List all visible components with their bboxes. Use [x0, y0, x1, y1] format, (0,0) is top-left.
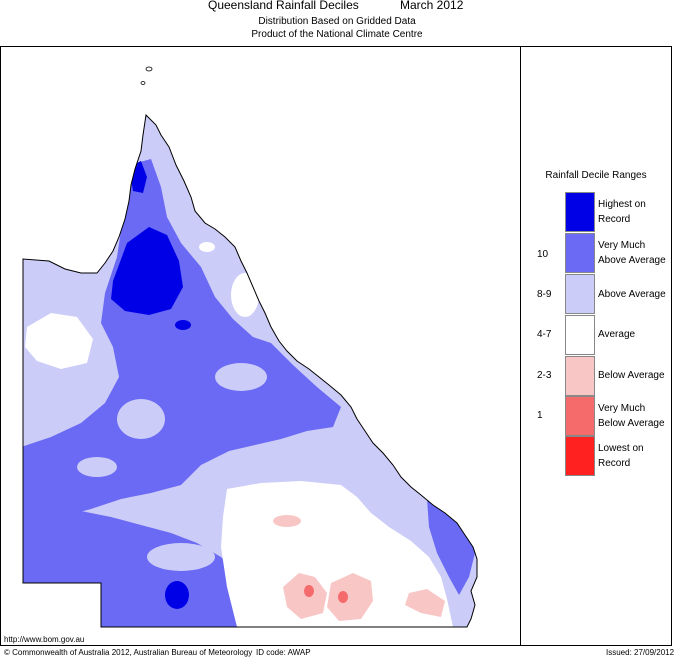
legend-range-above-average: 8-9: [537, 289, 552, 300]
map-title: Queensland Rainfall Deciles: [208, 0, 359, 12]
footer-id-code: ID code: AWAP: [256, 648, 311, 657]
map-period: March 2012: [400, 0, 464, 12]
legend-swatch-below-average: [565, 356, 595, 396]
legend-label-line: Very Much: [598, 403, 646, 414]
region-below-average-a: [283, 573, 327, 619]
legend-swatch-above-average: [565, 274, 595, 314]
queensland-map: [22, 66, 478, 628]
legend-label-line: Below Average: [598, 418, 665, 429]
legend-swatch-very-much-above-average: [565, 233, 595, 273]
footer-copyright: © Commonwealth of Australia 2012, Austra…: [4, 648, 253, 657]
region-above-average-pocket: [117, 399, 165, 439]
region-average-north: [231, 273, 259, 317]
legend-label-very-much-above-average: Very Much Above Average: [598, 238, 670, 268]
region-very-much-above-average-central: [23, 159, 341, 527]
legend-label-highest-on-record: Highest on Record: [598, 197, 670, 227]
legend-swatch-very-much-below-average: [565, 396, 595, 436]
legend-label-average: Average: [598, 329, 636, 340]
region-average-spot: [199, 242, 215, 252]
legend-range-very-much-above-average: 10: [537, 249, 549, 260]
island-shape: [145, 66, 153, 72]
legend-label-line: Lowest on: [598, 443, 644, 454]
region-very-much-above-average-east-coast: [427, 499, 475, 595]
region-average-west: [25, 313, 93, 369]
region-below-average-d: [273, 515, 301, 527]
legend-label-lowest-on-record: Lowest on Record: [598, 441, 670, 471]
legend-label-above-average: Above Average: [598, 289, 666, 300]
footer-url[interactable]: http://www.bom.gov.au: [4, 635, 85, 644]
region-above-average-pocket: [147, 543, 215, 571]
legend-range-below-average: 2-3: [537, 370, 552, 381]
legend-label-line: Above Average: [598, 255, 666, 266]
legend-label-very-much-below-average: Very Much Below Average: [598, 401, 670, 431]
region-highest-on-record-southwest: [165, 581, 189, 609]
footer-issued: Issued: 27/09/2012: [606, 648, 674, 657]
legend-label-below-average: Below Average: [598, 370, 665, 381]
legend-label-line: Record: [598, 214, 631, 225]
legend-swatch-average: [565, 315, 595, 355]
region-below-average-b: [327, 573, 373, 621]
legend-swatch-lowest-on-record: [565, 436, 595, 476]
map-subtitle-distribution: Distribution Based on Gridded Data: [258, 16, 416, 27]
legend-divider: [520, 46, 521, 646]
legend-range-very-much-below-average: 1: [537, 410, 543, 421]
legend-label-line: Record: [598, 458, 631, 469]
island-shape: [140, 81, 146, 85]
map-subtitle-product: Product of the National Climate Centre: [251, 29, 423, 40]
region-below-average-c: [405, 589, 445, 617]
region-highest-on-record-spot: [175, 320, 191, 330]
region-highest-on-record-gulf: [111, 227, 183, 315]
legend-title: Rainfall Decile Ranges: [545, 170, 647, 181]
legend-swatch-highest-on-record: [565, 192, 595, 232]
map-frame: [0, 46, 672, 646]
legend-label-line: Very Much: [598, 240, 646, 251]
region-very-much-below-average-b: [338, 591, 348, 603]
legend-range-average: 4-7: [537, 329, 552, 340]
region-very-much-below-average-a: [304, 585, 314, 597]
region-above-average-pocket: [77, 457, 117, 477]
region-above-average-pocket: [215, 363, 267, 391]
legend-label-line: Highest on: [598, 199, 646, 210]
